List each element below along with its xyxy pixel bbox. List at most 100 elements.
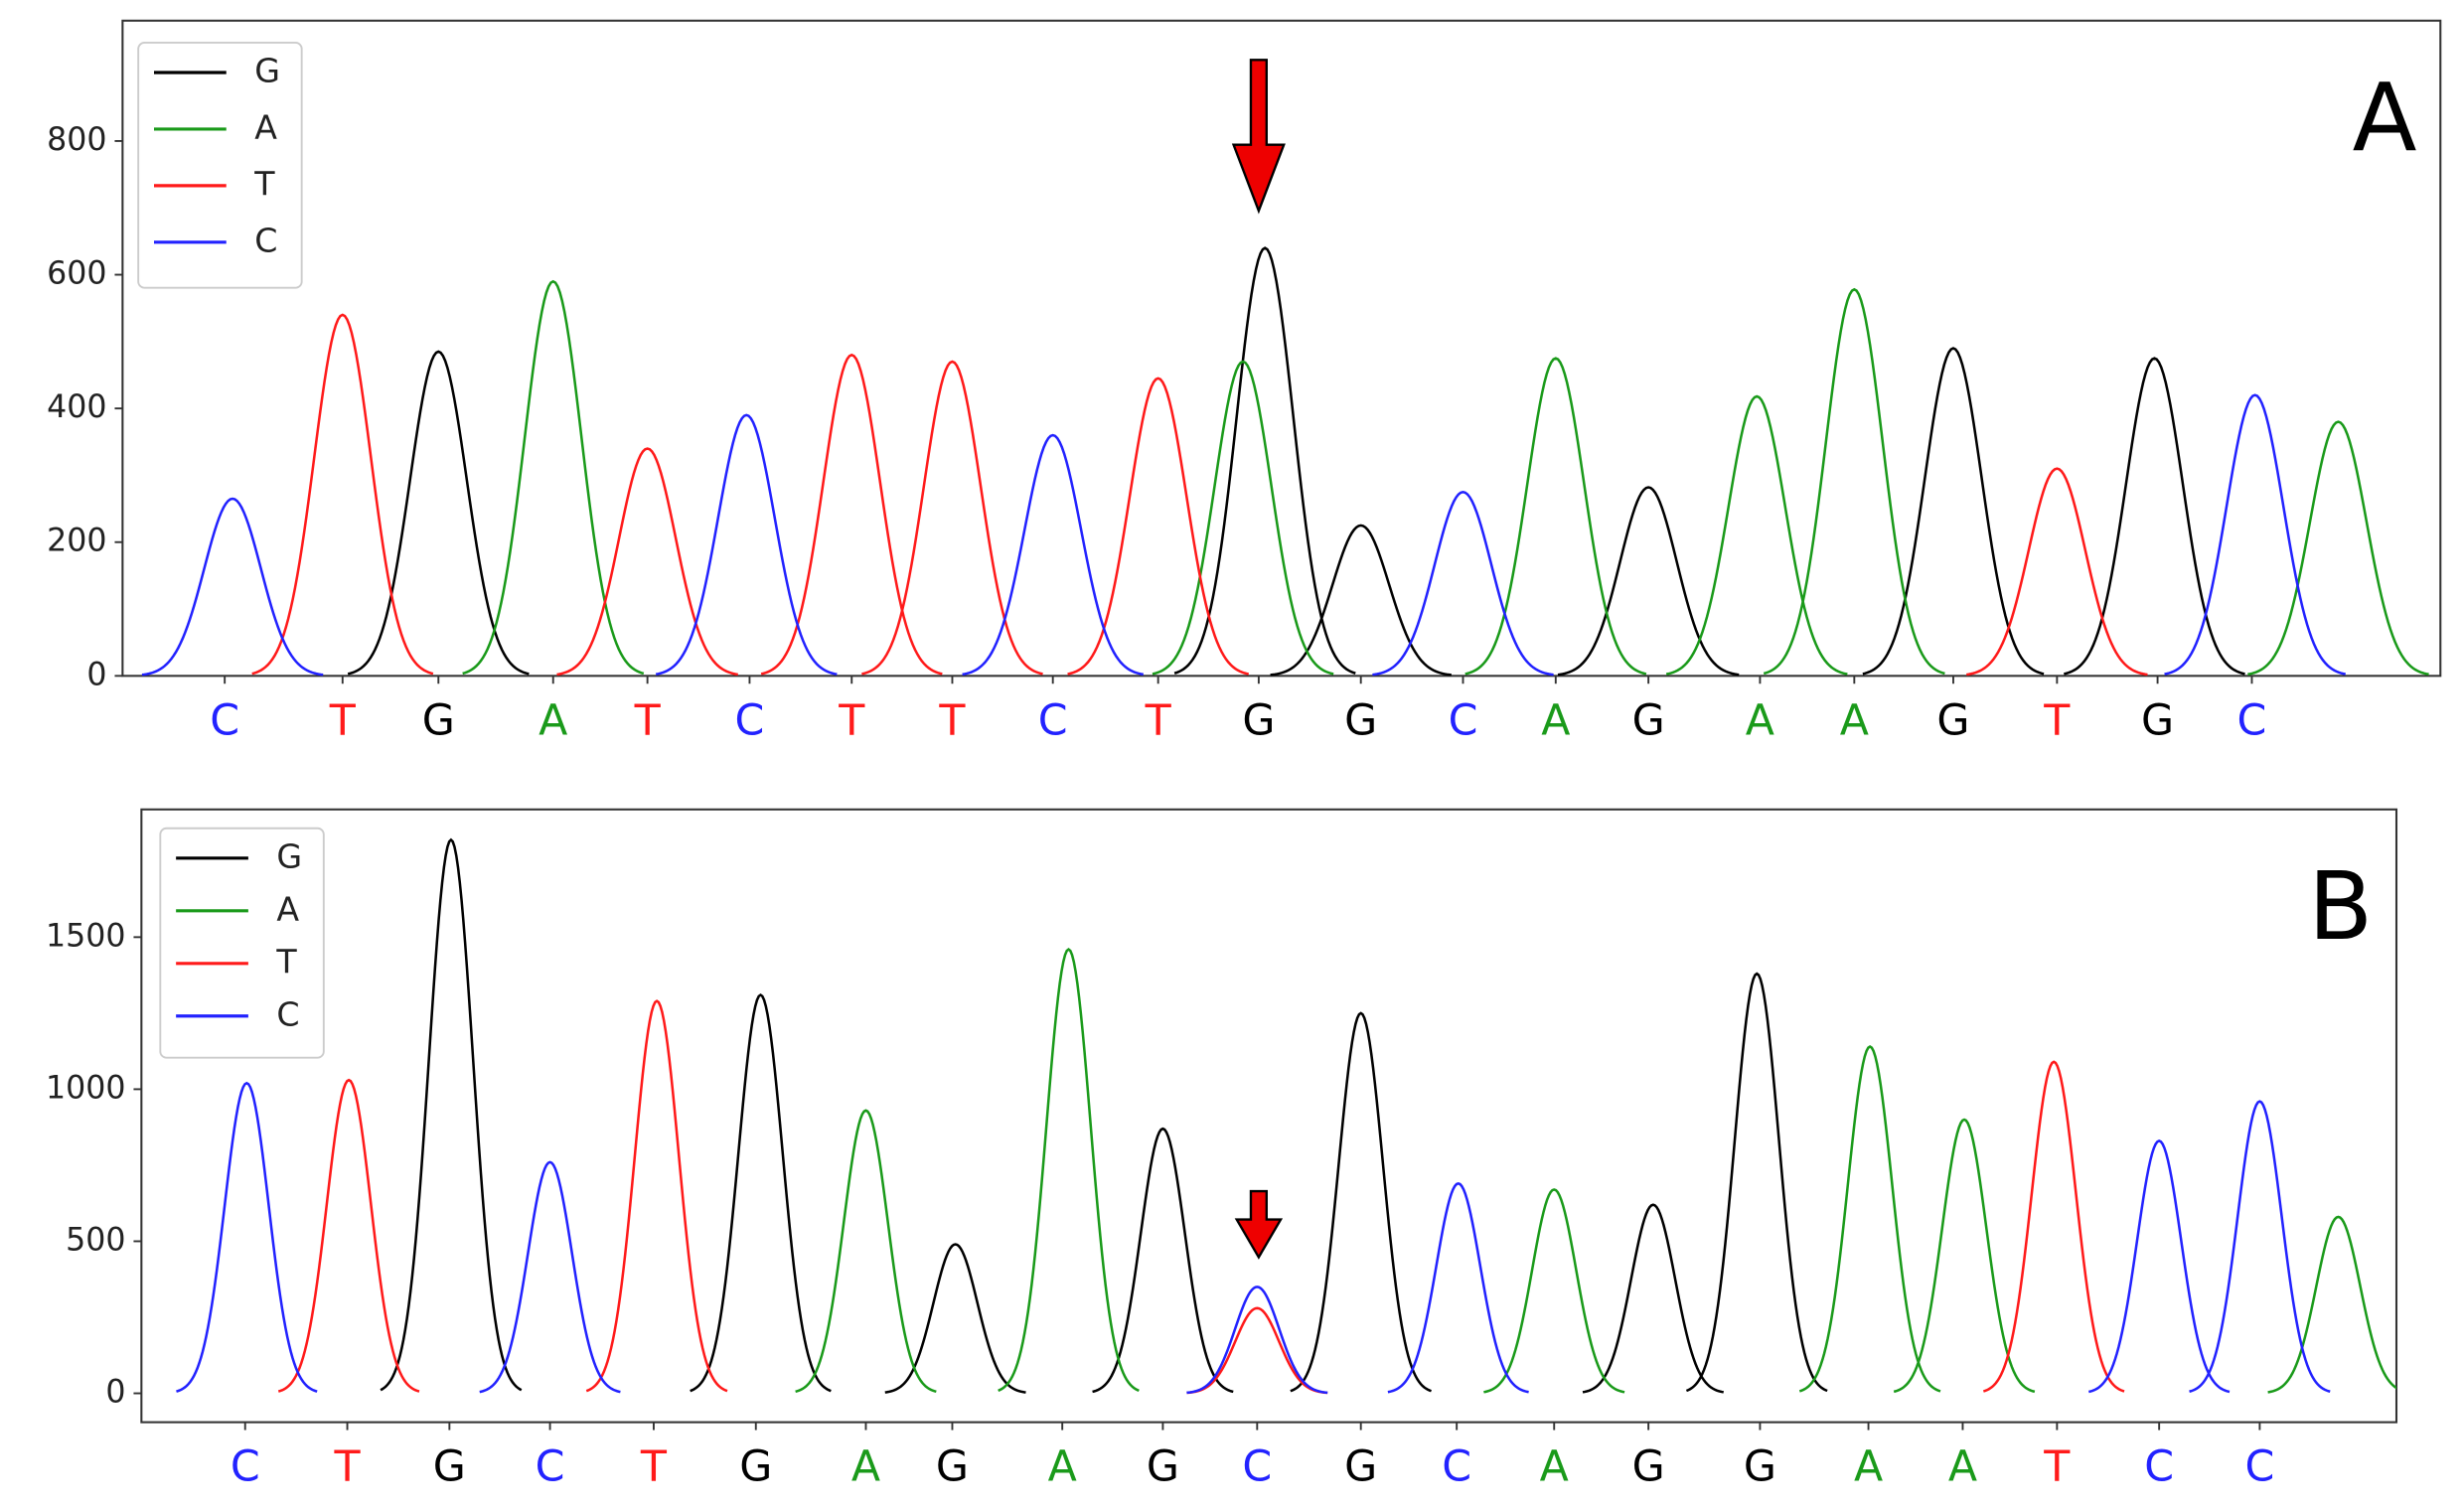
panel-label: A (2353, 64, 2417, 173)
y-tick-label: 0 (105, 1375, 125, 1411)
peak (1387, 1181, 1529, 1394)
peak (1798, 1045, 1941, 1393)
x-tick-label: T (838, 695, 865, 745)
x-tick-label: A (851, 1442, 880, 1492)
panel-label: B (2308, 852, 2373, 962)
x-tick-label: A (1541, 695, 1570, 745)
peak (1982, 1060, 2125, 1393)
x-tick-label: C (1442, 1442, 1471, 1492)
legend-label: G (254, 51, 280, 89)
x-tick-label: T (329, 695, 357, 745)
x-tick-label: T (2043, 695, 2071, 745)
peak (1665, 394, 1848, 676)
x-tick-label: T (1145, 695, 1172, 745)
x-tick-label: G (1632, 695, 1665, 745)
peak (585, 999, 728, 1393)
peak (2267, 1215, 2396, 1394)
legend-label: A (254, 107, 277, 146)
x-tick-label: G (1744, 1442, 1776, 1492)
peak (1483, 1188, 1625, 1394)
x-tick-label: G (1344, 1442, 1377, 1492)
peak (1893, 1118, 2036, 1394)
x-tick-label: A (1840, 695, 1869, 745)
y-tick-label: 600 (47, 256, 106, 292)
traces (141, 246, 2429, 677)
legend-label: A (276, 889, 299, 928)
x-tick-label: G (1936, 695, 1969, 745)
peak (998, 947, 1140, 1393)
x-tick-label: T (938, 695, 966, 745)
y-tick-label: 200 (47, 524, 106, 559)
peak (760, 353, 943, 676)
y-tick-label: 0 (86, 657, 106, 692)
x-tick-label: C (1038, 695, 1068, 745)
x-tick-label: C (231, 1442, 260, 1492)
legend-label: G (276, 836, 302, 875)
peak (1464, 357, 1647, 676)
peak (884, 1243, 1026, 1394)
arrow-b (1234, 1189, 1284, 1260)
x-tick-label: T (334, 1442, 362, 1492)
y-tick-label: 400 (47, 389, 106, 425)
plot-frame (121, 19, 2442, 678)
peak (1067, 377, 1250, 676)
x-tick-label: A (1540, 1442, 1569, 1492)
peak (861, 360, 1043, 676)
x-tick-label: C (210, 695, 239, 745)
peak (795, 1109, 937, 1394)
y-tick-label: 500 (66, 1222, 125, 1258)
peak (462, 279, 645, 676)
x-tick-label: C (536, 1442, 565, 1492)
x-tick-label: T (640, 1442, 668, 1492)
peak (1862, 347, 2045, 676)
x-tick-label: G (1344, 695, 1377, 745)
peak (1092, 1127, 1234, 1394)
peak (380, 837, 523, 1392)
peak (556, 447, 738, 677)
peak (1372, 490, 1554, 677)
x-tick-label: A (1948, 1442, 1977, 1492)
peak (1966, 467, 2148, 677)
x-tick-label: G (1147, 1442, 1179, 1492)
x-tick-label: A (539, 695, 567, 745)
plot-frame (140, 808, 2398, 1424)
legend-label: C (254, 221, 277, 259)
peak (1173, 246, 1356, 675)
x-tick-label: G (422, 695, 455, 745)
peak (176, 1081, 318, 1393)
x-tick-label: C (1242, 1442, 1272, 1492)
legend-label: T (275, 942, 297, 981)
x-tick-label: T (634, 695, 662, 745)
x-tick-label: C (1449, 695, 1478, 745)
peak (2088, 1139, 2231, 1394)
peak (2064, 357, 2245, 676)
peak (2189, 1100, 2331, 1393)
peak (2247, 420, 2429, 677)
peak (1186, 1306, 1328, 1395)
peak (1270, 524, 1452, 677)
x-tick-label: C (2144, 1442, 2174, 1492)
x-tick-label: C (735, 695, 765, 745)
traces (176, 837, 2396, 1395)
peak (1685, 972, 1828, 1393)
peak (1582, 1203, 1724, 1394)
x-tick-label: G (739, 1442, 772, 1492)
peak (1186, 1285, 1328, 1395)
legend-label: T (253, 164, 275, 203)
peak (655, 413, 838, 677)
y-tick-label: 800 (47, 122, 106, 158)
x-tick-label: G (2141, 695, 2174, 745)
legend-box (137, 41, 303, 289)
x-tick-label: A (1048, 1442, 1077, 1492)
x-tick-label: G (433, 1442, 466, 1492)
peak (277, 1078, 420, 1393)
peak (1557, 486, 1740, 677)
x-tick-label: C (2244, 1442, 2274, 1492)
x-tick-label: G (1242, 695, 1275, 745)
peak (1152, 360, 1334, 676)
